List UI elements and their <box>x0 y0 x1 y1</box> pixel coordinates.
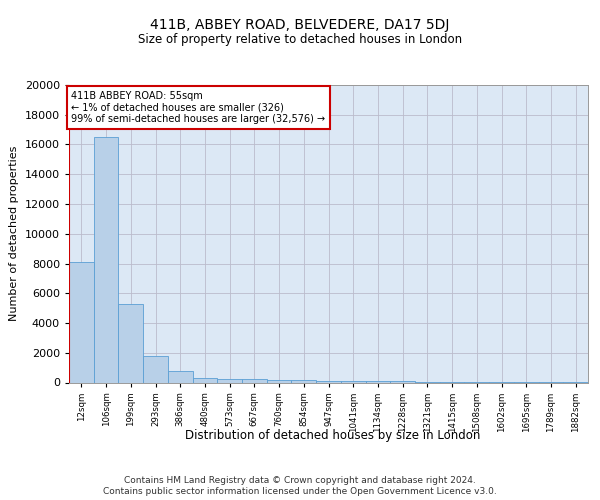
Bar <box>242 379 267 382</box>
Text: 411B, ABBEY ROAD, BELVEDERE, DA17 5DJ: 411B, ABBEY ROAD, BELVEDERE, DA17 5DJ <box>151 18 449 32</box>
Text: 411B ABBEY ROAD: 55sqm
← 1% of detached houses are smaller (326)
99% of semi-det: 411B ABBEY ROAD: 55sqm ← 1% of detached … <box>71 91 326 124</box>
Bar <box>118 304 143 382</box>
Bar <box>69 262 94 382</box>
Text: Contains HM Land Registry data © Crown copyright and database right 2024.: Contains HM Land Registry data © Crown c… <box>124 476 476 485</box>
Bar <box>292 380 316 382</box>
Bar <box>94 137 118 382</box>
Text: Distribution of detached houses by size in London: Distribution of detached houses by size … <box>185 428 481 442</box>
Bar <box>193 378 217 382</box>
Bar <box>316 380 341 382</box>
Bar <box>143 356 168 382</box>
Bar <box>267 380 292 382</box>
Text: Size of property relative to detached houses in London: Size of property relative to detached ho… <box>138 32 462 46</box>
Bar <box>217 379 242 382</box>
Bar <box>341 381 365 382</box>
Text: Contains public sector information licensed under the Open Government Licence v3: Contains public sector information licen… <box>103 488 497 496</box>
Bar <box>365 381 390 382</box>
Bar <box>168 372 193 382</box>
Y-axis label: Number of detached properties: Number of detached properties <box>9 146 19 322</box>
